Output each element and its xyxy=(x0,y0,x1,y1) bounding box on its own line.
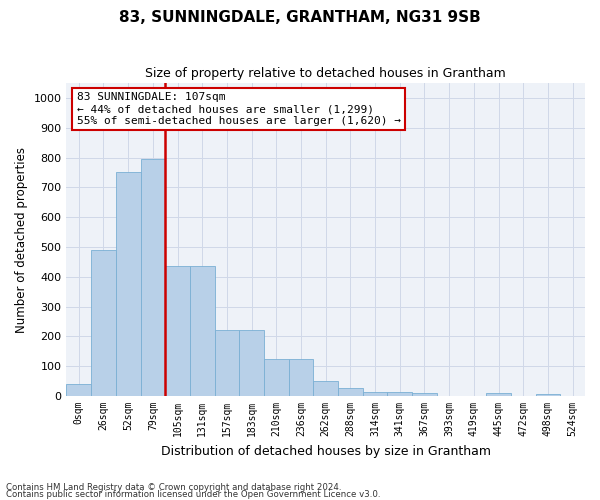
Bar xyxy=(91,250,116,396)
Text: 83 SUNNINGDALE: 107sqm
← 44% of detached houses are smaller (1,299)
55% of semi-: 83 SUNNINGDALE: 107sqm ← 44% of detached… xyxy=(77,92,401,126)
Bar xyxy=(363,392,388,396)
Bar xyxy=(388,392,412,396)
Bar xyxy=(190,266,215,396)
Bar xyxy=(215,330,239,396)
X-axis label: Distribution of detached houses by size in Grantham: Distribution of detached houses by size … xyxy=(161,444,491,458)
Bar xyxy=(412,393,437,396)
Bar xyxy=(486,393,511,396)
Bar xyxy=(67,384,91,396)
Bar xyxy=(264,359,289,396)
Bar xyxy=(239,330,264,396)
Text: 83, SUNNINGDALE, GRANTHAM, NG31 9SB: 83, SUNNINGDALE, GRANTHAM, NG31 9SB xyxy=(119,10,481,25)
Bar xyxy=(165,266,190,396)
Bar xyxy=(313,381,338,396)
Text: Contains HM Land Registry data © Crown copyright and database right 2024.: Contains HM Land Registry data © Crown c… xyxy=(6,484,341,492)
Bar xyxy=(338,388,363,396)
Bar xyxy=(140,159,165,396)
Bar xyxy=(289,359,313,396)
Title: Size of property relative to detached houses in Grantham: Size of property relative to detached ho… xyxy=(145,68,506,80)
Y-axis label: Number of detached properties: Number of detached properties xyxy=(15,146,28,332)
Bar xyxy=(536,394,560,396)
Text: Contains public sector information licensed under the Open Government Licence v3: Contains public sector information licen… xyxy=(6,490,380,499)
Bar xyxy=(116,172,140,396)
